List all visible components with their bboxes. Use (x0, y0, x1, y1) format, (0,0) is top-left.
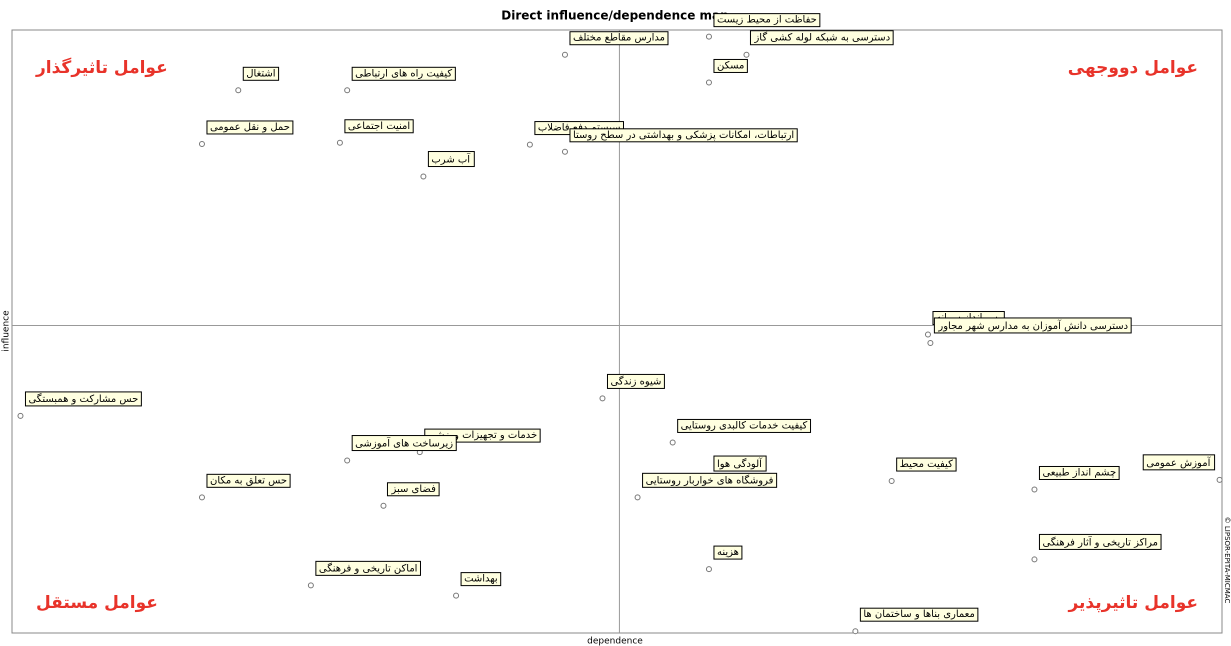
point-label: بهداشت (464, 574, 498, 585)
point-label: دسترسی به شبکه لوله کشی گاز (753, 32, 890, 44)
point-label: فضای سبز (390, 484, 436, 495)
label-box (24, 391, 142, 407)
point (420, 173, 427, 180)
label-box (344, 119, 414, 134)
point (526, 141, 533, 148)
point (344, 87, 351, 94)
label-box (242, 66, 280, 81)
point-label: معماری بناها و ساختمان ها (863, 609, 975, 620)
label-box (1038, 533, 1162, 550)
point-label: هزینه (717, 547, 739, 558)
point (380, 502, 387, 509)
point (1216, 476, 1223, 483)
point-label: سیستم دفع فاضلاب (538, 123, 621, 134)
point-label: شیوه زندگی (610, 375, 661, 387)
label-box (749, 30, 894, 46)
point (705, 566, 712, 573)
point (235, 87, 242, 94)
label-box (859, 607, 979, 622)
point (852, 628, 859, 635)
point-label: اماکن تاریخی و فرهنگی (319, 562, 418, 574)
quadrant-label: عوامل دووجهی (1068, 58, 1198, 78)
point (307, 582, 314, 589)
point-label: چشم انداز طبیعی (1042, 467, 1116, 478)
point-label: حس مشارکت و همبستگی (28, 393, 138, 405)
point-label: اشتغال (246, 68, 275, 79)
point (743, 51, 750, 58)
point (453, 592, 460, 599)
quadrant-label: عوامل تاثیرپذیر (1067, 593, 1198, 613)
label-box (642, 472, 778, 488)
x-axis-label: dependence (587, 637, 643, 646)
point (599, 395, 606, 402)
label-box (569, 128, 798, 143)
label-box (386, 482, 440, 497)
point (198, 494, 205, 501)
point (344, 457, 351, 464)
point (1031, 486, 1038, 493)
label-box (569, 31, 669, 46)
label-box (206, 120, 294, 135)
point-label: آموزش عمومی (1146, 456, 1211, 469)
label-box (460, 572, 502, 587)
point-label: کیفیت راه های ارتباطی (355, 68, 452, 79)
quadrant-label: عوامل مستقل (36, 593, 158, 613)
label-box (1142, 454, 1216, 471)
point (17, 412, 24, 419)
label-box (351, 66, 456, 81)
point-label: آب شرب (431, 153, 471, 166)
point-label: مدارس مقاطع مختلف (573, 33, 665, 44)
watermark: © LIPSOR-EPITA-MICMAC (1223, 517, 1231, 604)
point (561, 51, 568, 58)
label-box (606, 373, 665, 389)
point-label: دسترسی دانش آموزان به مدارس شهر مجاور (937, 319, 1128, 332)
point (561, 148, 568, 155)
plot-frame (11, 29, 1223, 634)
point-label: حمل و نقل عمومی (210, 122, 290, 133)
label-box (713, 545, 743, 560)
point (924, 331, 931, 338)
label-box (896, 457, 957, 472)
point-label: کیفیت خدمات کالبدی روستایی (681, 420, 808, 431)
label-box (933, 317, 1132, 334)
y-axis-label: influence (2, 310, 12, 352)
label-box (427, 151, 475, 168)
label-box (1038, 465, 1120, 480)
label-box (351, 435, 457, 452)
point (198, 140, 205, 147)
quadrant-label: عوامل تاثیرگذار (35, 57, 168, 78)
point-label: مراکز تاریخی و آثار فرهنگی (1042, 535, 1158, 548)
point-label: آلودگی هوا (717, 457, 763, 470)
label-box (315, 560, 421, 576)
point-label: زیرساخت های آموزشی (355, 437, 453, 450)
point (927, 339, 934, 346)
label-box (713, 13, 821, 28)
point (705, 79, 712, 86)
label-box (713, 58, 748, 73)
label-box (677, 418, 812, 433)
point (888, 478, 895, 485)
point (669, 439, 676, 446)
point-label: مسکن (717, 60, 744, 71)
point-label: حفاظت از محیط زیست (717, 15, 817, 26)
point (705, 33, 712, 40)
point-label: خدمات و تجهیزات ورزشی (428, 430, 537, 441)
label-box (206, 473, 291, 488)
point-label: کیفیت محیط (900, 459, 953, 470)
chart-title: Direct influence/dependence map (501, 9, 729, 23)
point (336, 139, 343, 146)
point (1031, 556, 1038, 563)
point (634, 494, 641, 501)
label-box (713, 455, 767, 472)
point-label: ارتباطات، امکانات پزشکی و بهداشتی در سطح… (573, 130, 794, 141)
point-label: حس تعلق به مکان (210, 475, 287, 486)
point-label: فروشگاه های خواربار روستایی (646, 474, 774, 486)
point-label: امنیت اجتماعی (348, 121, 410, 132)
